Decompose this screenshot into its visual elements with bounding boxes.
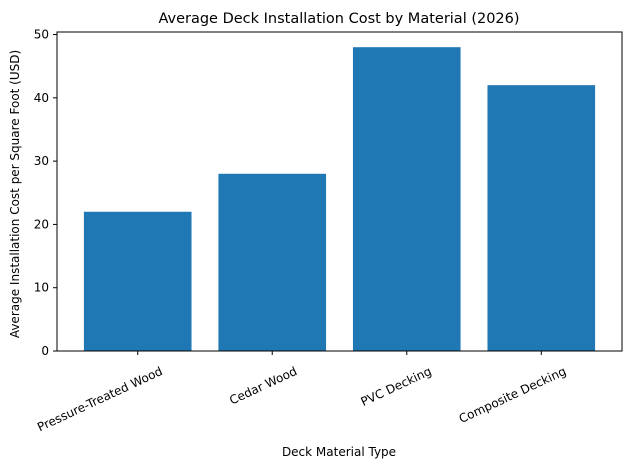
bar-pvc-decking [352, 47, 461, 351]
y-axis-ticks: 0 10 20 30 40 50 [34, 28, 57, 358]
y-axis-label: Average Installation Cost per Square Foo… [8, 50, 22, 338]
bars-group [83, 47, 596, 352]
bar-composite-decking [487, 85, 596, 352]
y-tick-label: 30 [34, 154, 49, 168]
x-axis-label: Deck Material Type [282, 445, 396, 459]
y-tick-label: 40 [34, 91, 49, 105]
chart-title: Average Deck Installation Cost by Materi… [158, 11, 519, 27]
plot-area [56, 31, 623, 352]
y-tick-label: 50 [34, 28, 49, 42]
plot-frame [56, 31, 623, 352]
y-tick-label: 20 [34, 217, 49, 231]
bar-pressure-treated-wood [83, 211, 192, 351]
y-tick-label: 10 [34, 281, 49, 295]
y-tick-label: 0 [41, 344, 49, 358]
bar-cedar-wood [218, 173, 327, 351]
